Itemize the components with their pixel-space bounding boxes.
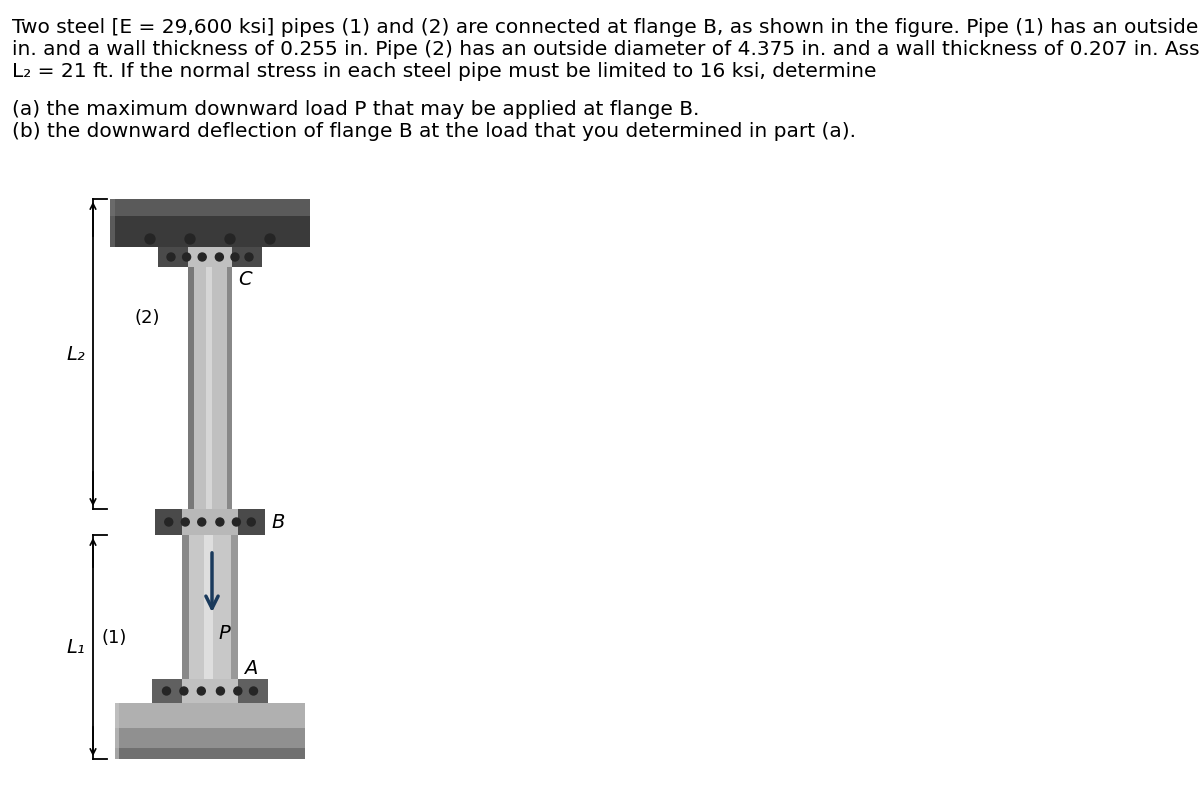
Bar	[155, 509, 265, 536]
Circle shape	[198, 254, 206, 262]
Text: (1): (1)	[102, 628, 127, 646]
Text: (b) the downward deflection of flange B at the load that you determined in part : (b) the downward deflection of flange B …	[12, 122, 856, 141]
Bar	[205, 267, 212, 509]
Bar	[115, 703, 305, 728]
Bar	[230, 536, 238, 679]
Text: in. and a wall thickness of 0.255 in. Pipe (2) has an outside diameter of 4.375 : in. and a wall thickness of 0.255 in. Pi…	[12, 40, 1200, 59]
Text: Two steel [E = 29,600 ksi] pipes (1) and (2) are connected at flange B, as shown: Two steel [E = 29,600 ksi] pipes (1) and…	[12, 18, 1200, 37]
Circle shape	[230, 254, 239, 262]
Circle shape	[265, 234, 275, 245]
Bar	[188, 267, 232, 509]
Circle shape	[216, 519, 224, 526]
Circle shape	[164, 519, 173, 526]
Circle shape	[180, 687, 188, 695]
Bar	[188, 247, 232, 267]
Circle shape	[215, 254, 223, 262]
Text: A: A	[244, 658, 257, 677]
Text: P: P	[218, 623, 229, 642]
Bar	[115, 703, 119, 759]
Bar	[182, 536, 190, 679]
Text: L₁: L₁	[66, 638, 85, 657]
Circle shape	[181, 519, 190, 526]
Bar	[182, 536, 238, 679]
Text: L₂ = 21 ft. If the normal stress in each steel pipe must be limited to 16 ksi, d: L₂ = 21 ft. If the normal stress in each…	[12, 62, 876, 81]
Bar	[110, 200, 310, 247]
Bar	[204, 536, 212, 679]
Bar	[152, 679, 268, 703]
Bar	[182, 509, 238, 536]
Text: L₂: L₂	[66, 345, 85, 364]
Circle shape	[226, 234, 235, 245]
Bar	[115, 748, 305, 759]
Circle shape	[198, 519, 205, 526]
Circle shape	[234, 687, 242, 695]
Circle shape	[182, 254, 191, 262]
Bar	[182, 679, 238, 703]
Text: (2): (2)	[134, 308, 160, 327]
Bar	[227, 267, 232, 509]
Circle shape	[185, 234, 194, 245]
Text: (a) the maximum downward load P that may be applied at flange B.: (a) the maximum downward load P that may…	[12, 100, 700, 119]
Circle shape	[145, 234, 155, 245]
Circle shape	[162, 687, 170, 695]
Text: B: B	[271, 513, 284, 532]
Circle shape	[197, 687, 205, 695]
Circle shape	[250, 687, 258, 695]
Bar	[110, 200, 310, 217]
Circle shape	[233, 519, 240, 526]
Circle shape	[216, 687, 224, 695]
Bar	[188, 267, 193, 509]
Bar	[158, 247, 262, 267]
Text: C: C	[238, 270, 252, 288]
Circle shape	[245, 254, 253, 262]
Bar	[115, 728, 305, 759]
Circle shape	[247, 519, 256, 526]
Bar	[110, 200, 115, 247]
Circle shape	[167, 254, 175, 262]
